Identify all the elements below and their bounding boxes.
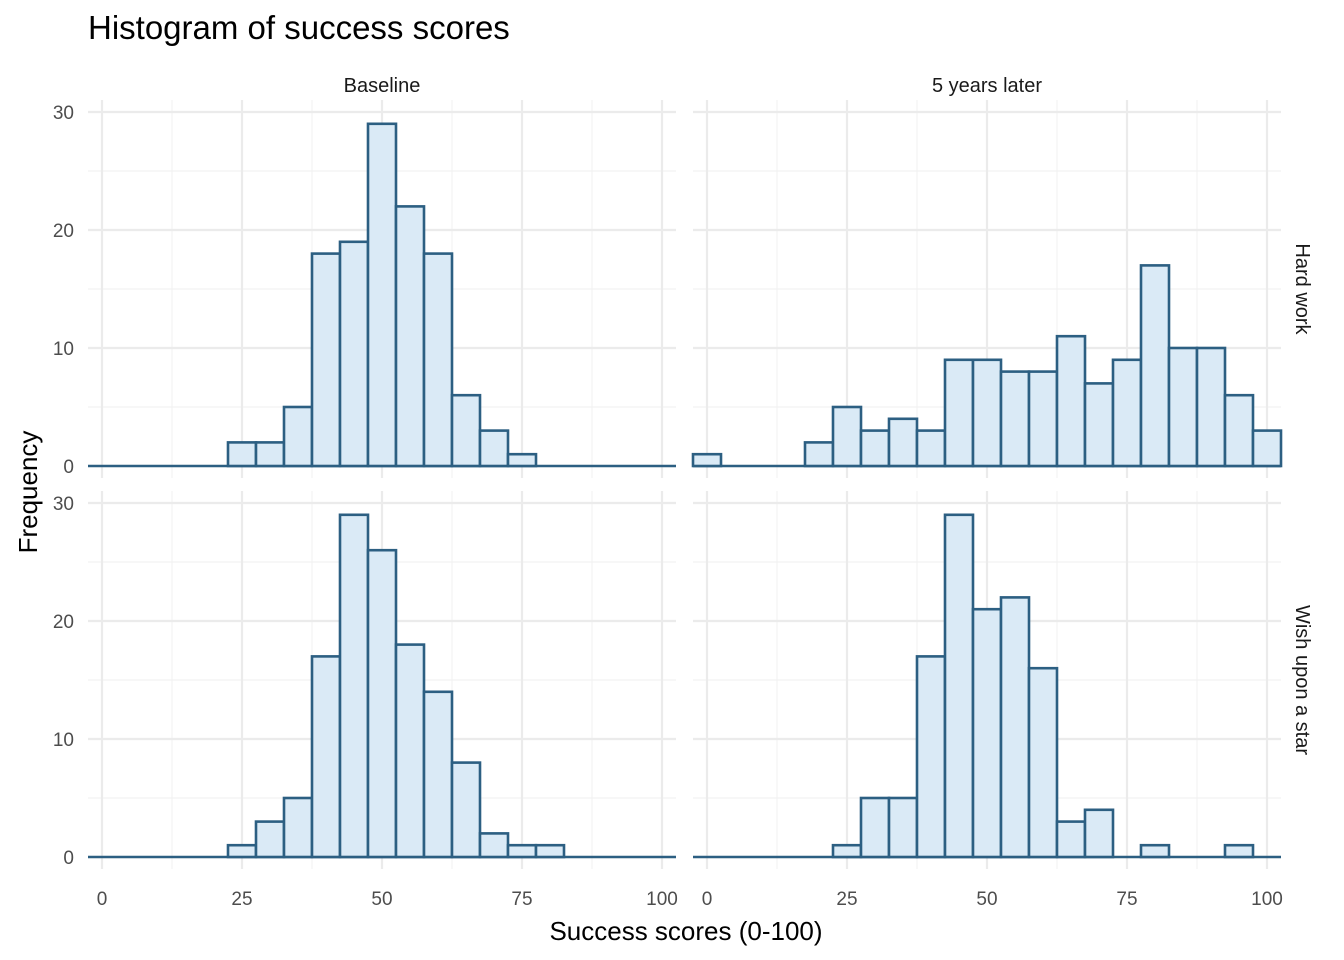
- row-strip-label: Hard work: [1291, 243, 1313, 335]
- row-strip-label: Wish upon a star: [1291, 605, 1313, 755]
- histogram-bar: [803, 441, 835, 468]
- histogram-bar: [1027, 666, 1059, 859]
- histogram-bar: [450, 393, 482, 468]
- x-tick-label: 100: [646, 889, 678, 910]
- y-tick-label: 20: [53, 221, 74, 242]
- histogram-bar: [422, 690, 454, 859]
- x-tick-label: 100: [1251, 889, 1283, 910]
- histogram-bar: [1111, 358, 1143, 468]
- histogram-bar: [943, 513, 975, 859]
- histogram-bar: [1055, 820, 1087, 859]
- chart-title: Histogram of success scores: [88, 9, 510, 46]
- y-tick-label: 20: [53, 612, 74, 633]
- histogram-bar: [506, 452, 538, 468]
- histogram-bar: [226, 843, 258, 859]
- histogram-bar: [1139, 843, 1171, 859]
- histogram-bar: [971, 607, 1003, 859]
- histogram-bar: [366, 548, 398, 859]
- histogram-bar: [478, 832, 510, 859]
- histogram-bar: [1223, 843, 1255, 859]
- x-tick-label: 75: [1116, 889, 1137, 910]
- histogram-bar: [691, 452, 723, 468]
- panel-wish-upon-a-star-baseline: [88, 491, 676, 869]
- histogram-bar: [859, 796, 891, 859]
- histogram-bar: [1167, 346, 1199, 468]
- histogram-bar: [915, 429, 947, 468]
- histogram-bar: [534, 843, 566, 859]
- histogram-bar: [1139, 264, 1171, 468]
- histogram-bar: [943, 358, 975, 468]
- facet-panels: Baseline 0 10 20 30 5 years later Hard work 0 10…: [53, 75, 1313, 910]
- histogram-bar: [1027, 370, 1059, 468]
- y-tick-label: 0: [63, 848, 74, 869]
- histogram-bar: [394, 205, 426, 468]
- histogram-bar: [1083, 808, 1115, 859]
- y-tick-label: 0: [63, 457, 74, 478]
- histogram-bar: [887, 417, 919, 468]
- histogram-bar: [1195, 346, 1227, 468]
- x-tick-label: 50: [976, 889, 997, 910]
- histogram-bar: [254, 441, 286, 468]
- histogram-bar: [310, 655, 342, 859]
- histogram-bar: [1223, 393, 1255, 468]
- y-axis-title: Frequency: [13, 431, 43, 554]
- x-tick-label: 50: [371, 889, 392, 910]
- histogram-bar: [915, 655, 947, 859]
- histogram-bar: [282, 405, 314, 468]
- histogram-bar: [831, 405, 863, 468]
- histogram-bar: [478, 429, 510, 468]
- x-tick-label: 25: [836, 889, 857, 910]
- column-strip-label: 5 years later: [932, 75, 1042, 97]
- histogram-bar: [859, 429, 891, 468]
- histogram-bar: [282, 796, 314, 859]
- x-axis-title: Success scores (0-100): [549, 916, 822, 946]
- histogram-bar: [338, 240, 370, 468]
- y-tick-label: 30: [53, 494, 74, 515]
- histogram-bar: [394, 643, 426, 859]
- x-tick-label: 0: [702, 889, 713, 910]
- x-tick-label: 25: [231, 889, 252, 910]
- histogram-bar: [338, 513, 370, 859]
- histogram-bar: [831, 843, 863, 859]
- y-tick-label: 30: [53, 103, 74, 124]
- histogram-bar: [999, 370, 1031, 468]
- y-tick-label: 10: [53, 339, 74, 360]
- histogram-bar: [1083, 382, 1115, 468]
- histogram-bar: [450, 761, 482, 859]
- panel-hard-work-5-years-later: [691, 100, 1283, 478]
- histogram-bar: [971, 358, 1003, 468]
- histogram-bar: [366, 122, 398, 468]
- panel-wish-upon-a-star-5-years-later: [693, 491, 1281, 869]
- histogram-bar: [310, 252, 342, 468]
- histogram-bar: [887, 796, 919, 859]
- column-strip-label: Baseline: [344, 75, 421, 97]
- histogram-bar: [1055, 334, 1087, 468]
- y-tick-label: 10: [53, 730, 74, 751]
- histogram-bar: [506, 843, 538, 859]
- histogram-bar: [999, 596, 1031, 859]
- histogram-bar: [1251, 429, 1283, 468]
- histogram-bar: [254, 820, 286, 859]
- x-tick-label: 75: [511, 889, 532, 910]
- x-tick-label: 0: [97, 889, 108, 910]
- panel-hard-work-baseline: [88, 100, 676, 478]
- histogram-bar: [226, 441, 258, 468]
- histogram-bar: [422, 252, 454, 468]
